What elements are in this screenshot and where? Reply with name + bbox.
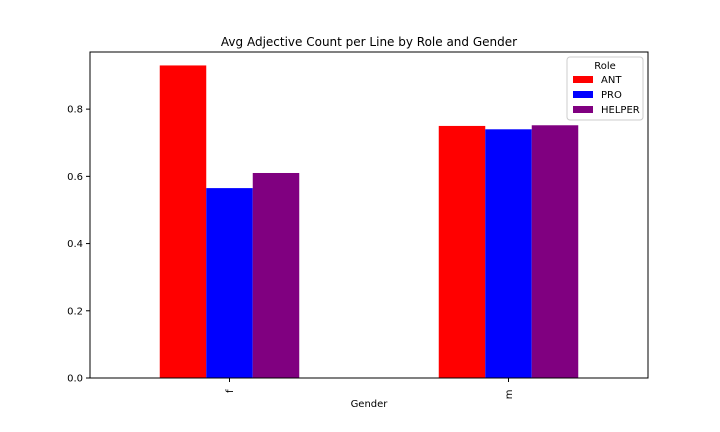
legend-swatch-helper (573, 106, 593, 113)
bars-group (159, 65, 579, 378)
legend-box (566, 56, 644, 121)
plot-frame (89, 51, 649, 379)
legend-label-helper: HELPER (601, 105, 640, 116)
legend-swatch-ant (573, 76, 593, 83)
bar-helper-f (252, 172, 300, 378)
bar-pro-m (485, 129, 532, 378)
x-tick-label: f (225, 389, 236, 393)
y-tick-label: 0.8 (67, 105, 83, 116)
legend-title: Role (594, 61, 616, 72)
y-tick-label: 0.0 (67, 374, 83, 385)
legend-label-ant: ANT (601, 75, 622, 86)
y-tick-label: 0.2 (67, 306, 83, 317)
x-tick-label: m (504, 390, 515, 400)
y-tick-label: 0.4 (67, 239, 83, 250)
chart-title: Avg Adjective Count per Line by Role and… (221, 35, 517, 49)
bar-ant-m (438, 125, 486, 378)
bar-helper-m (531, 125, 579, 378)
bar-ant-f (159, 65, 207, 378)
y-tick-label: 0.6 (67, 172, 83, 183)
bar-pro-f (206, 188, 253, 378)
y-axis: 0.0 0.2 0.4 0.6 0.8 (67, 105, 90, 385)
legend-label-pro: PRO (601, 90, 622, 101)
legend: Role ANT PRO HELPER (566, 56, 644, 121)
x-axis-label: Gender (351, 399, 389, 410)
legend-swatch-pro (573, 91, 593, 98)
